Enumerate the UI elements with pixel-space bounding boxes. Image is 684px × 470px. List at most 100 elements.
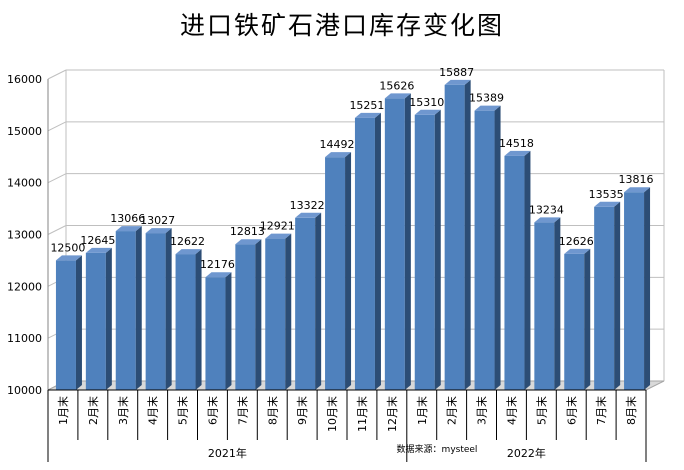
data-label: 12813 bbox=[230, 225, 265, 238]
x-tick-label: 6月末 bbox=[564, 396, 578, 425]
data-label: 15251 bbox=[349, 99, 384, 112]
data-label: 12622 bbox=[170, 235, 205, 248]
data-label: 13066 bbox=[110, 212, 145, 225]
y-tick-label: 14000 bbox=[7, 177, 42, 190]
source-note: 数据来源：mysteel bbox=[397, 443, 478, 455]
bar-side bbox=[584, 248, 591, 390]
data-label: 12626 bbox=[559, 235, 594, 248]
bar bbox=[205, 277, 226, 390]
bar-top bbox=[55, 255, 82, 261]
data-label: 12921 bbox=[260, 220, 295, 233]
x-tick-label: 3月末 bbox=[475, 396, 489, 425]
bar bbox=[55, 260, 76, 390]
bar bbox=[564, 253, 585, 390]
x-tick-label: 2月末 bbox=[86, 396, 100, 425]
bar-side bbox=[75, 255, 82, 390]
data-label: 15389 bbox=[469, 92, 504, 105]
bar-side bbox=[165, 228, 172, 390]
bar-side bbox=[135, 226, 142, 390]
bar bbox=[384, 98, 405, 390]
y-tick-label: 16000 bbox=[7, 73, 42, 86]
x-tick-label: 12月末 bbox=[385, 396, 399, 432]
bar-side bbox=[225, 272, 232, 390]
bar bbox=[474, 110, 495, 390]
gridline-side bbox=[47, 121, 67, 132]
bar bbox=[534, 222, 555, 390]
data-label: 14492 bbox=[320, 138, 355, 151]
bar-side bbox=[644, 187, 651, 390]
bar-top bbox=[295, 212, 322, 218]
x-tick-label: 4月末 bbox=[504, 396, 518, 425]
x-tick-label: 8月末 bbox=[624, 396, 638, 425]
y-tick-label: 13000 bbox=[7, 229, 42, 242]
data-label: 13535 bbox=[589, 188, 624, 201]
x-tick-label: 3月末 bbox=[116, 396, 130, 425]
bar-top bbox=[175, 249, 202, 255]
bar bbox=[354, 117, 375, 390]
bar-side bbox=[464, 79, 471, 390]
bar-side bbox=[255, 239, 262, 390]
x-tick-label: 6月末 bbox=[205, 396, 219, 425]
bar-top bbox=[534, 217, 561, 223]
bar bbox=[325, 157, 346, 390]
bar-side bbox=[285, 233, 292, 390]
bar-top bbox=[594, 201, 621, 207]
data-label: 13234 bbox=[529, 203, 564, 216]
data-label: 15626 bbox=[379, 79, 414, 92]
bar-side bbox=[494, 105, 501, 390]
bar-top bbox=[265, 233, 292, 239]
bar-side bbox=[195, 249, 202, 390]
bar-side bbox=[345, 152, 352, 390]
bar-top bbox=[85, 247, 112, 253]
year-group-label: 2021年 bbox=[208, 446, 247, 460]
bar-top bbox=[504, 150, 531, 156]
bar bbox=[624, 192, 645, 390]
x-tick-label: 5月末 bbox=[534, 396, 548, 425]
bar-top bbox=[145, 228, 172, 234]
bar-top bbox=[384, 93, 411, 99]
data-label: 13322 bbox=[290, 199, 325, 212]
chart-title: 进口铁矿石港口库存变化图 bbox=[179, 11, 504, 40]
x-tick-label: 5月末 bbox=[176, 396, 190, 425]
bar-top bbox=[414, 109, 441, 115]
x-tick-label: 7月末 bbox=[235, 396, 249, 425]
x-tick-label: 9月末 bbox=[295, 396, 309, 425]
bar-side bbox=[315, 212, 322, 390]
bar-top bbox=[205, 272, 232, 278]
x-tick-label: 11月末 bbox=[355, 396, 369, 432]
data-label: 12500 bbox=[50, 241, 85, 254]
year-group-label: 2022年 bbox=[507, 446, 546, 460]
bar bbox=[504, 155, 525, 390]
bar-side bbox=[404, 93, 411, 390]
bar-top bbox=[444, 79, 471, 85]
bar-top bbox=[354, 112, 381, 118]
gridline-side bbox=[47, 69, 67, 80]
data-label: 13027 bbox=[140, 214, 175, 227]
bar-top bbox=[115, 226, 142, 232]
data-label: 15310 bbox=[409, 96, 444, 109]
bar bbox=[295, 217, 316, 390]
bar bbox=[175, 254, 196, 390]
bar bbox=[85, 252, 106, 390]
bar bbox=[414, 114, 435, 390]
bar-top bbox=[564, 248, 591, 254]
x-tick-label: 1月末 bbox=[56, 396, 70, 425]
gridline-side bbox=[47, 225, 67, 235]
data-label: 12645 bbox=[80, 234, 115, 247]
data-label: 13816 bbox=[619, 173, 654, 186]
bar-top bbox=[325, 152, 352, 158]
x-tick-label: 7月末 bbox=[594, 396, 608, 425]
x-tick-label: 4月末 bbox=[146, 396, 160, 425]
data-label: 15887 bbox=[439, 66, 474, 79]
y-tick-label: 11000 bbox=[7, 332, 42, 345]
x-tick-label: 2月末 bbox=[445, 396, 459, 425]
bar-top bbox=[624, 187, 651, 193]
x-tick-label: 10月末 bbox=[325, 396, 339, 432]
bar bbox=[265, 238, 286, 390]
gridline-side bbox=[47, 173, 67, 184]
bar bbox=[444, 84, 465, 390]
bar-side bbox=[524, 150, 531, 390]
data-label: 14518 bbox=[499, 137, 534, 150]
bar-top bbox=[474, 105, 501, 111]
x-tick-label: 8月末 bbox=[265, 396, 279, 425]
